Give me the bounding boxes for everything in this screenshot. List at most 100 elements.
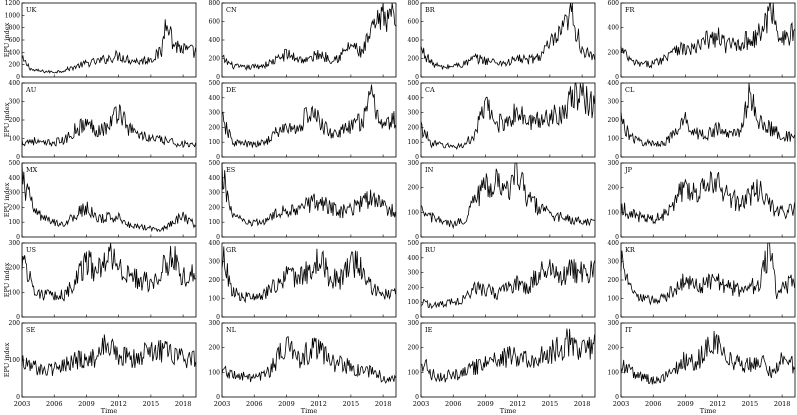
y-tick-label: 300 <box>209 190 221 197</box>
series-line-uk <box>21 19 196 74</box>
y-tick-label: 300 <box>608 160 620 167</box>
panel-frame <box>21 242 197 318</box>
y-tick-label: 200 <box>9 117 21 124</box>
y-tick-label: 600 <box>209 19 221 26</box>
x-tick-label: 2012 <box>709 400 726 408</box>
panel-frame <box>21 82 197 158</box>
y-tick-label: 300 <box>408 320 420 327</box>
x-tick-label: 2006 <box>246 400 263 408</box>
y-tick-label: 0 <box>16 74 20 81</box>
y-tick-label: 0 <box>615 234 619 241</box>
panel-frame <box>620 82 796 158</box>
y-tick-label: 100 <box>9 357 21 364</box>
panel-mx: MX 0 100 200 300 400 500 EPU index <box>3 160 197 241</box>
panel-uk: UK 0 200 400 600 800 1000 1200 EPU index <box>3 0 197 81</box>
x-tick-label: 2018 <box>574 400 591 408</box>
y-axis-title: EPU index <box>3 22 11 57</box>
y-tick-label: 0 <box>16 314 20 321</box>
y-tick-label: 200 <box>408 185 420 192</box>
x-tick-label: 2003 <box>413 400 430 408</box>
y-tick-label: 0 <box>415 394 419 401</box>
y-tick-label: 200 <box>209 124 221 131</box>
panel-label: ES <box>226 166 235 174</box>
series-line-de <box>221 84 396 148</box>
y-tick-label: 200 <box>608 185 620 192</box>
y-tick-label: 0 <box>615 74 619 81</box>
panel-frame <box>21 2 197 78</box>
panel-es: ES 0 100 200 300 400 500 <box>209 160 397 241</box>
y-tick-label: 200 <box>408 124 420 131</box>
panel-label: UK <box>26 6 36 14</box>
y-axis-title: EPU index <box>3 102 11 137</box>
x-axis-title: Time <box>700 407 717 415</box>
y-tick-label: 300 <box>9 240 21 247</box>
y-tick-label: 400 <box>209 95 221 102</box>
y-tick-label: 0 <box>216 74 220 81</box>
y-tick-label: 400 <box>408 255 420 262</box>
x-axis-title: Time <box>301 407 318 415</box>
series-line-se <box>21 334 196 376</box>
y-tick-label: 0 <box>16 394 20 401</box>
y-tick-label: 0 <box>216 234 220 241</box>
y-tick-label: 500 <box>209 160 221 167</box>
y-tick-label: 100 <box>408 139 420 146</box>
x-tick-label: 2009 <box>78 400 95 408</box>
y-tick-label: 200 <box>9 265 21 272</box>
x-axis-title: Time <box>101 407 118 415</box>
y-tick-label: 300 <box>209 110 221 117</box>
series-line-kr <box>620 242 795 306</box>
y-tick-label: 300 <box>209 259 221 266</box>
panel-label: IT <box>625 326 633 334</box>
panel-jp: JP 0 100 200 300 <box>608 160 796 241</box>
panel-de: DE 0 100 200 300 400 500 <box>209 80 397 161</box>
panel-frame <box>420 322 596 398</box>
y-tick-label: 400 <box>608 80 620 87</box>
y-tick-label: 200 <box>9 204 21 211</box>
x-tick-label: 2015 <box>343 400 360 408</box>
panel-label: MX <box>26 166 38 174</box>
y-tick-label: 200 <box>608 345 620 352</box>
y-tick-label: 0 <box>415 154 419 161</box>
panel-label: CL <box>625 86 635 94</box>
panel-frame <box>420 242 596 318</box>
panel-frame <box>221 322 397 398</box>
y-tick-label: 600 <box>9 37 21 44</box>
series-line-mx <box>21 163 196 233</box>
y-tick-label: 200 <box>408 56 420 63</box>
panel-label: GR <box>226 246 237 254</box>
series-line-it <box>620 330 795 385</box>
x-tick-label: 2018 <box>375 400 392 408</box>
y-tick-label: 0 <box>415 234 419 241</box>
series-line-cn <box>221 2 396 71</box>
x-tick-label: 2015 <box>742 400 759 408</box>
y-tick-label: 300 <box>408 110 420 117</box>
y-tick-label: 0 <box>16 234 20 241</box>
y-tick-label: 100 <box>608 296 620 303</box>
y-tick-label: 100 <box>9 289 21 296</box>
panel-cl: CL 0 100 200 300 400 <box>608 80 796 161</box>
panel-cn: CN 0 200 400 600 800 <box>209 0 397 81</box>
y-tick-label: 200 <box>209 277 221 284</box>
x-tick-label: 2012 <box>110 400 127 408</box>
panel-label: US <box>26 246 36 254</box>
y-tick-label: 400 <box>209 37 221 44</box>
x-tick-label: 2015 <box>143 400 160 408</box>
y-tick-label: 0 <box>615 394 619 401</box>
panel-label: DE <box>226 86 236 94</box>
series-line-us <box>21 242 196 302</box>
y-tick-label: 1200 <box>5 0 20 7</box>
panel-label: KR <box>625 246 636 254</box>
panel-label: IN <box>425 166 434 174</box>
y-tick-label: 0 <box>615 154 619 161</box>
y-tick-label: 400 <box>209 240 221 247</box>
panel-nl: NL 0 100 200 300 2003 2006 2009 2012 2015 2018 Time <box>209 320 397 415</box>
y-tick-label: 100 <box>408 209 420 216</box>
y-tick-label: 800 <box>408 0 420 7</box>
y-tick-label: 600 <box>408 19 420 26</box>
y-tick-label: 500 <box>408 240 420 247</box>
x-tick-label: 2006 <box>46 400 63 408</box>
series-line-es <box>221 162 396 227</box>
series-line-nl <box>221 336 396 384</box>
y-tick-label: 200 <box>408 284 420 291</box>
